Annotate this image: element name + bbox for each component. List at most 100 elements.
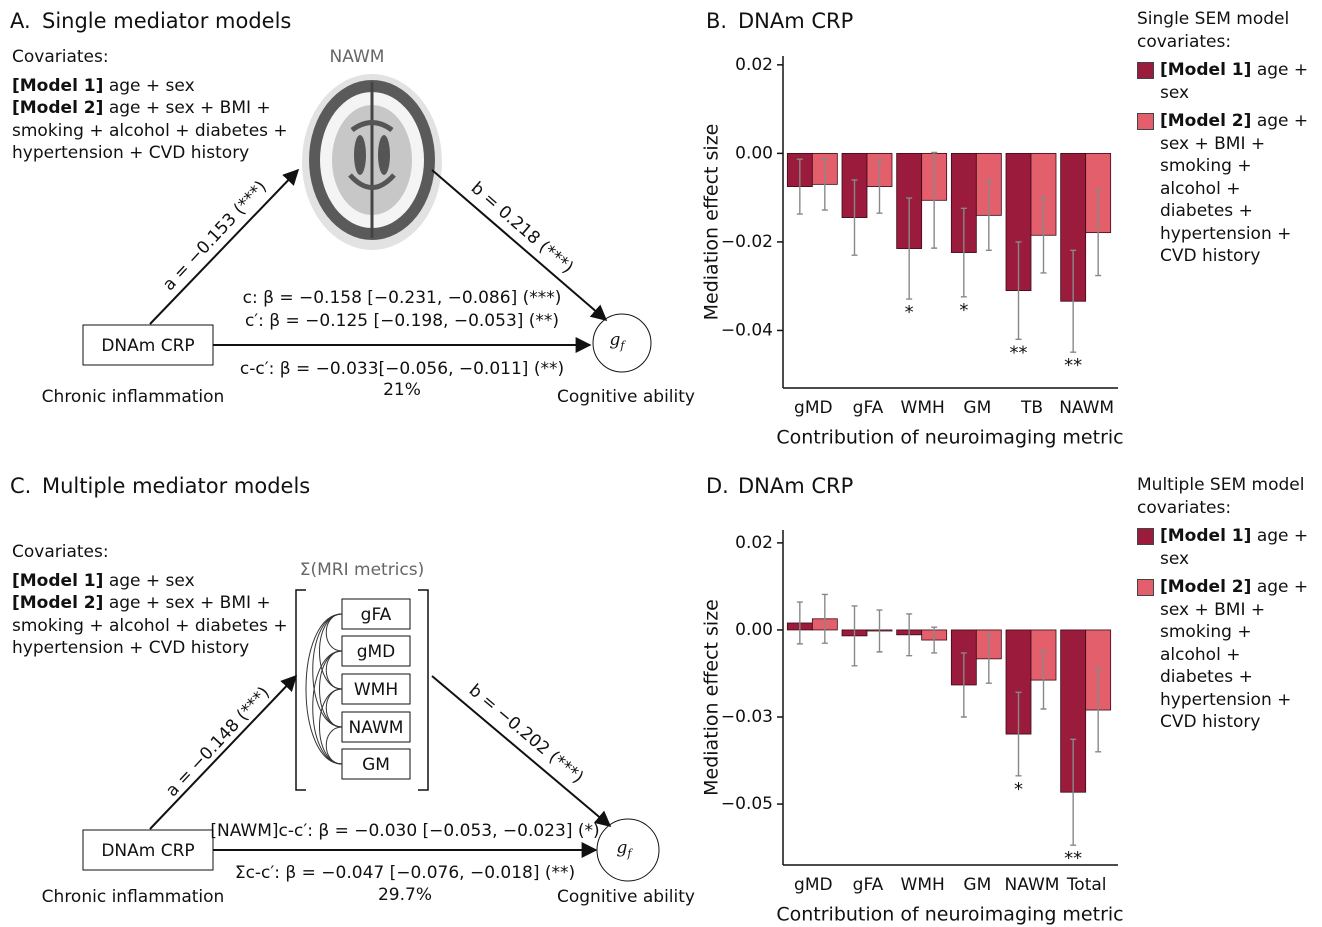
y-tick-label: 0.00: [735, 620, 773, 640]
legend-label: [Model 1]: [1160, 60, 1251, 80]
significance-label: *: [1014, 779, 1023, 800]
x-tick-label: NAWM: [1059, 398, 1114, 418]
significance-label: *: [959, 300, 968, 321]
x-tick-label: WMH: [901, 875, 945, 895]
model-label: [Model 1]: [12, 76, 103, 96]
path-b-label: b = −0.202 (***): [465, 680, 587, 787]
proportion-label: 29.7%: [378, 885, 432, 905]
significance-label: **: [1064, 355, 1082, 376]
chart-title: DNAm CRP: [738, 9, 853, 33]
significance-label: *: [905, 302, 914, 323]
nawm-path-label: [NAWM]c-c′: β = −0.030 [−0.053, −0.023] …: [210, 821, 599, 841]
model-label: [Model 1]: [12, 571, 103, 591]
x-tick-label: gMD: [794, 398, 833, 418]
path-a-label: a = −0.153 (***): [159, 177, 271, 295]
x-tick-label: GM: [963, 398, 991, 418]
mediator-label: WMH: [354, 680, 398, 700]
y-tick-label: −0.03: [721, 707, 773, 727]
legend-label: [Model 2]: [1160, 111, 1251, 131]
model-label: [Model 2]: [12, 98, 103, 118]
model1-covariates: [Model 1] age + sex: [12, 75, 312, 98]
path-c-label: c: β = −0.158 [−0.231, −0.086] (***): [243, 288, 562, 308]
path-b-label: b = 0.218 (***): [467, 178, 577, 278]
outcome-caption: Cognitive ability: [557, 887, 695, 907]
mediator-label: gFA: [361, 605, 392, 625]
legend-text: [Model 2] age + sex + BMI + smoking + al…: [1160, 576, 1317, 734]
significance-label: **: [1010, 342, 1028, 363]
covariates-heading: Covariates:: [12, 46, 312, 69]
exposure-caption: Chronic inflammation: [42, 887, 225, 907]
legend-item: [Model 2] age + sex + BMI + smoking + al…: [1137, 576, 1317, 734]
panel-label: B.: [706, 9, 727, 33]
legend-item: [Model 1] age + sex: [1137, 59, 1317, 104]
model2-covariates: [Model 2] age + sex + BMI + smoking + al…: [12, 592, 312, 660]
y-axis-label: Mediation effect size: [701, 124, 723, 321]
outcome-symbol: g: [610, 330, 621, 350]
mediator-heading: Σ(MRI metrics): [300, 560, 425, 580]
x-tick-label: WMH: [901, 398, 945, 418]
legend-text: [Model 2] age + sex + BMI + smoking + al…: [1160, 110, 1317, 268]
model2-covariates: [Model 2] age + sex + BMI + smoking + al…: [12, 97, 312, 165]
x-tick-label: NAWM: [1005, 875, 1060, 895]
panel-label: A.: [10, 9, 31, 33]
mediator-label: NAWM: [349, 718, 404, 738]
legend: Multiple SEM model covariates: [Model 1] …: [1137, 474, 1317, 734]
panel-label: D.: [706, 474, 729, 498]
legend-text: [Model 1] age + sex: [1160, 59, 1317, 104]
outcome-caption: Cognitive ability: [557, 387, 695, 407]
x-tick-label: gFA: [853, 398, 884, 418]
x-tick-label: gFA: [853, 875, 884, 895]
legend-swatch: [1137, 579, 1154, 596]
legend-description: age + sex + BMI + smoking + alcohol + di…: [1160, 111, 1308, 266]
legend-swatch: [1137, 528, 1154, 545]
x-tick-label: gMD: [794, 875, 833, 895]
y-tick-label: 0.02: [735, 533, 773, 553]
total-path-label: Σc-c′: β = −0.047 [−0.076, −0.018] (**): [235, 863, 575, 883]
y-tick-label: 0.02: [735, 55, 773, 75]
exposure-caption: Chronic inflammation: [42, 387, 225, 407]
legend-text: [Model 1] age + sex: [1160, 525, 1317, 570]
legend-title: Single SEM model covariates:: [1137, 8, 1317, 53]
y-axis-label: Mediation effect size: [701, 599, 723, 796]
model-text: age + sex: [109, 76, 195, 96]
mediator-label: GM: [362, 755, 390, 775]
mediator-label: NAWM: [330, 47, 385, 67]
y-tick-label: −0.02: [721, 232, 773, 252]
arrow-b: [432, 676, 610, 826]
arrow-a: [150, 676, 296, 829]
legend-swatch: [1137, 62, 1154, 79]
path-a-label: a = −0.148 (***): [162, 683, 274, 801]
model-text: age + sex: [109, 571, 195, 591]
legend-item: [Model 2] age + sex + BMI + smoking + al…: [1137, 110, 1317, 268]
x-tick-label: TB: [1020, 398, 1043, 418]
brain-illustration: [302, 74, 442, 250]
significance-label: **: [1064, 848, 1082, 869]
panel-title: Single mediator models: [42, 9, 291, 33]
panel-title: Multiple mediator models: [42, 474, 310, 498]
legend-label: [Model 1]: [1160, 526, 1251, 546]
exposure-label: DNAm CRP: [101, 841, 194, 861]
covariates: Covariates: [Model 1] age + sex [Model 2…: [12, 541, 312, 660]
legend: Single SEM model covariates: [Model 1] ag…: [1137, 8, 1317, 268]
legend-title: Multiple SEM model covariates:: [1137, 474, 1317, 519]
exposure-label: DNAm CRP: [101, 336, 194, 356]
indirect-label: c-c′: β = −0.033[−0.056, −0.011] (**): [240, 359, 564, 379]
covariance-arc: [313, 651, 342, 764]
y-tick-label: −0.04: [721, 320, 773, 340]
legend-swatch: [1137, 113, 1154, 130]
x-axis-label: Contribution of neuroimaging metric: [776, 904, 1123, 926]
covariates: Covariates: [Model 1] age + sex [Model 2…: [12, 46, 312, 165]
covariates-heading: Covariates:: [12, 541, 312, 564]
legend-label: [Model 2]: [1160, 577, 1251, 597]
x-tick-label: GM: [963, 875, 991, 895]
panel-label: C.: [10, 474, 31, 498]
y-tick-label: −0.05: [721, 794, 773, 814]
chart-title: DNAm CRP: [738, 474, 853, 498]
covariance-arc: [313, 614, 342, 727]
outcome-symbol: g: [617, 838, 628, 858]
mediator-label: gMD: [357, 642, 396, 662]
model1-covariates: [Model 1] age + sex: [12, 570, 312, 593]
path-c-prime-label: c′: β = −0.125 [−0.198, −0.053] (**): [245, 311, 559, 331]
proportion-label: 21%: [383, 380, 421, 400]
legend-item: [Model 1] age + sex: [1137, 525, 1317, 570]
